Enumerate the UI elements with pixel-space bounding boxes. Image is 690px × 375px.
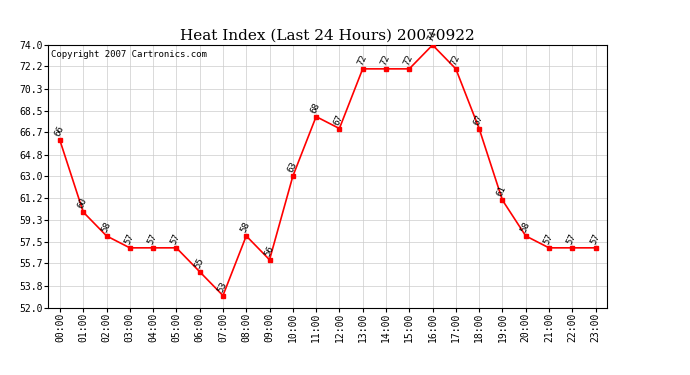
Text: Copyright 2007 Cartronics.com: Copyright 2007 Cartronics.com xyxy=(51,50,207,59)
Text: 60: 60 xyxy=(77,196,89,210)
Text: 55: 55 xyxy=(193,256,206,270)
Text: 58: 58 xyxy=(99,220,112,234)
Title: Heat Index (Last 24 Hours) 20070922: Heat Index (Last 24 Hours) 20070922 xyxy=(180,28,475,42)
Text: 57: 57 xyxy=(170,232,182,246)
Text: 72: 72 xyxy=(379,53,392,67)
Text: 57: 57 xyxy=(146,232,159,246)
Text: 67: 67 xyxy=(472,113,485,126)
Text: 72: 72 xyxy=(449,53,462,67)
Text: 72: 72 xyxy=(402,53,415,67)
Text: 74: 74 xyxy=(426,29,438,43)
Text: 72: 72 xyxy=(356,53,368,67)
Text: 57: 57 xyxy=(565,232,578,246)
Text: 61: 61 xyxy=(495,184,508,198)
Text: 57: 57 xyxy=(589,232,601,246)
Text: 63: 63 xyxy=(286,160,299,174)
Text: 67: 67 xyxy=(333,113,345,126)
Text: 68: 68 xyxy=(309,101,322,114)
Text: 57: 57 xyxy=(123,232,135,246)
Text: 56: 56 xyxy=(263,244,275,258)
Text: 66: 66 xyxy=(53,125,66,138)
Text: 58: 58 xyxy=(519,220,531,234)
Text: 58: 58 xyxy=(239,220,252,234)
Text: 57: 57 xyxy=(542,232,555,246)
Text: 53: 53 xyxy=(216,280,228,293)
